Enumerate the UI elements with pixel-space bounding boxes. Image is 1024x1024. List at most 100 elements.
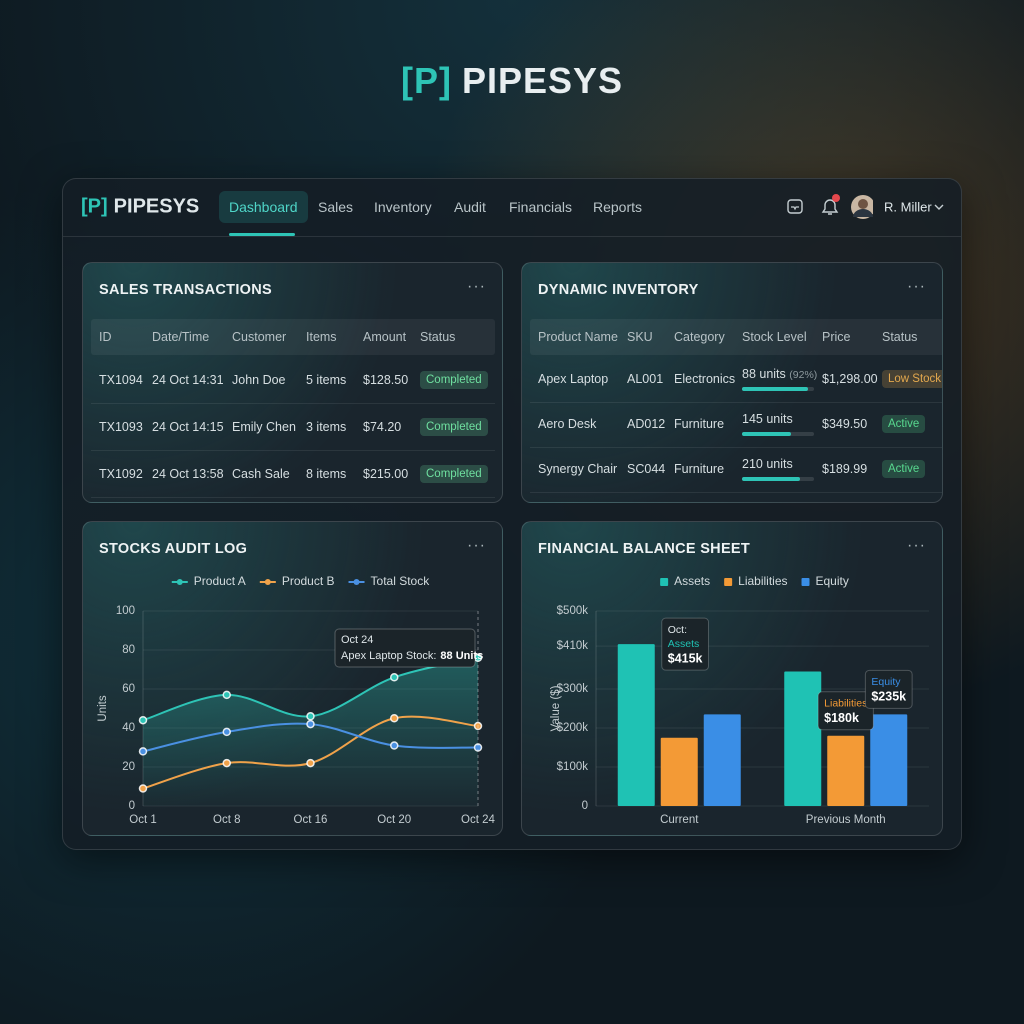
bar[interactable]	[827, 735, 865, 806]
table-cell: 5 items	[306, 373, 347, 387]
active-underline	[229, 233, 295, 236]
legend-swatch	[801, 578, 810, 586]
table-cell: $349.50	[822, 417, 868, 431]
legend-label[interactable]: Liabilities	[738, 574, 787, 588]
data-point[interactable]	[222, 690, 231, 700]
data-point[interactable]	[306, 712, 315, 721]
column-header: Status	[882, 330, 918, 344]
row-divider	[91, 450, 495, 451]
x-tick-label: Oct 16	[294, 814, 328, 826]
bar[interactable]	[703, 714, 741, 806]
column-header: Status	[420, 330, 456, 344]
nav-item[interactable]: Dashboard	[219, 191, 308, 223]
legend-label[interactable]: Total Stock	[371, 574, 431, 588]
logo-mark: [P]	[400, 60, 452, 101]
tooltip-box	[661, 617, 710, 671]
user-name[interactable]: R. Miller	[884, 199, 932, 215]
data-point[interactable]	[306, 758, 315, 768]
legend-label[interactable]: Product A	[194, 574, 246, 588]
nav-item[interactable]: Reports	[593, 199, 643, 215]
data-point[interactable]	[473, 743, 483, 752]
stock-level: 88 units (92%)	[742, 367, 817, 381]
data-point[interactable]	[390, 741, 399, 750]
data-point[interactable]	[138, 747, 148, 756]
bar[interactable]	[660, 737, 698, 806]
card-menu[interactable]: ···	[467, 537, 486, 554]
table-cell: AD012	[627, 417, 666, 431]
nav-item[interactable]: Financials	[509, 199, 573, 215]
legend-label[interactable]: Product B	[282, 574, 335, 588]
inventory-card: DYNAMIC INVENTORY ··· Product Name SKU Cat…	[521, 262, 943, 503]
card-menu[interactable]: ···	[907, 278, 926, 295]
table-cell: $74.20	[363, 420, 402, 434]
table-cell: 24 Oct 14:31	[152, 373, 224, 387]
bar[interactable]	[784, 671, 822, 806]
y-tick-label: $500k	[557, 605, 589, 617]
bar[interactable]	[617, 644, 655, 806]
data-point[interactable]	[473, 721, 483, 731]
card-title: FINANCIAL BALANCE SHEET	[538, 541, 751, 557]
column-header: Items	[306, 330, 337, 344]
bell-icon[interactable]	[821, 199, 839, 215]
brand-mark: [P]	[81, 195, 108, 218]
y-tick-label: 60	[122, 683, 135, 695]
table-cell: Apex Laptop	[538, 372, 609, 386]
tooltip-box	[817, 691, 874, 731]
column-header: SKU	[627, 330, 653, 344]
stock-note: (92%)	[789, 369, 818, 381]
legend-label[interactable]: Equity	[816, 574, 849, 588]
audit-card: 0 20 40 60 80 100 Units Oct 1 Oct 8 Oct 16 Oct 20 O…	[82, 521, 503, 836]
table-header-bar	[91, 319, 495, 355]
y-tick-label: $300k	[557, 683, 589, 695]
data-point[interactable]	[138, 784, 148, 793]
table-cell: 3 items	[306, 420, 347, 434]
data-point[interactable]	[222, 727, 231, 737]
table-cell: 8 items	[306, 467, 347, 481]
area	[143, 657, 478, 806]
nav-item[interactable]: Audit	[454, 199, 486, 215]
stock-track	[742, 387, 814, 391]
x-tick-label: Previous Month	[806, 814, 886, 826]
card-menu[interactable]: ···	[907, 537, 926, 554]
value-tooltip: Equity $235k	[864, 669, 913, 709]
column-header: ID	[99, 330, 112, 344]
nav-item[interactable]: Sales	[318, 199, 354, 215]
x-tick-label: Oct 20	[377, 814, 411, 826]
table-cell: 24 Oct 14:15	[152, 420, 224, 434]
data-point[interactable]	[390, 673, 399, 682]
card-title: DYNAMIC INVENTORY	[538, 282, 699, 298]
table-cell: Electronics	[674, 372, 736, 386]
table-cell: TX1094	[99, 373, 143, 387]
column-header: Category	[674, 330, 725, 344]
card-menu[interactable]: ···	[467, 278, 486, 295]
data-point[interactable]	[306, 719, 315, 729]
nav-item[interactable]: Inventory	[374, 199, 432, 215]
column-header: Product Name	[538, 330, 618, 344]
table-cell: $128.50	[363, 373, 409, 387]
tooltip-text: Apex Laptop Stock:	[341, 650, 436, 662]
data-label: $235k	[871, 690, 906, 704]
x-tick-label: Current	[660, 814, 699, 826]
table-cell: Aero Desk	[538, 417, 597, 431]
x-tick-label: Oct 8	[213, 814, 240, 826]
brand-name: PIPESYS	[113, 195, 200, 218]
user-chevron[interactable]	[933, 202, 945, 212]
brand[interactable]: [P] PIPESYS	[81, 196, 199, 219]
legend: Assets Liabilities Equity	[660, 574, 849, 588]
bar[interactable]	[870, 714, 908, 806]
data-point[interactable]	[222, 758, 231, 768]
y-tick-label: 20	[122, 761, 135, 773]
table-cell: $1,298.00	[822, 372, 878, 386]
inbox-icon[interactable]	[787, 199, 803, 214]
tooltip-value: 88 Units	[440, 650, 483, 662]
tooltip	[334, 628, 476, 668]
legend-swatch	[724, 578, 733, 586]
data-point[interactable]	[138, 715, 148, 725]
y-axis-title: Units	[97, 695, 109, 721]
data-point[interactable]	[390, 714, 399, 723]
data-label: $415k	[668, 651, 703, 665]
tooltip-box	[864, 669, 913, 709]
table-cell: SC044	[627, 462, 666, 476]
y-tick-label: 100	[116, 605, 135, 617]
legend-label[interactable]: Assets	[674, 574, 710, 588]
